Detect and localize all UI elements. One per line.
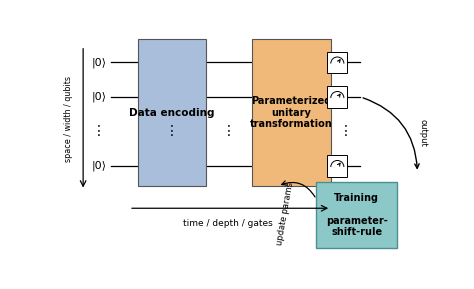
Text: |0⟩: |0⟩ xyxy=(92,161,107,171)
Text: update params: update params xyxy=(275,181,295,246)
Bar xyxy=(138,39,206,186)
FancyArrowPatch shape xyxy=(363,98,419,168)
Text: |0⟩: |0⟩ xyxy=(92,57,107,68)
Text: Training

parameter-
shift-rule: Training parameter- shift-rule xyxy=(326,192,388,237)
Text: |0⟩: |0⟩ xyxy=(92,92,107,102)
Bar xyxy=(327,52,347,73)
Bar xyxy=(252,39,331,186)
FancyArrowPatch shape xyxy=(282,181,315,197)
Bar xyxy=(327,155,347,177)
Text: time / depth / gates: time / depth / gates xyxy=(183,219,273,228)
Text: ⋮: ⋮ xyxy=(339,125,353,138)
Text: Data encoding: Data encoding xyxy=(129,108,215,118)
Text: output: output xyxy=(419,119,428,147)
Text: ⋮: ⋮ xyxy=(165,125,179,138)
Text: ⋮: ⋮ xyxy=(222,125,236,138)
Text: Parameterized
unitary
transformation: Parameterized unitary transformation xyxy=(250,96,333,129)
Bar xyxy=(327,86,347,108)
Text: ⋮: ⋮ xyxy=(91,125,105,138)
Bar xyxy=(316,181,397,248)
Text: space / width / qubits: space / width / qubits xyxy=(64,76,73,162)
